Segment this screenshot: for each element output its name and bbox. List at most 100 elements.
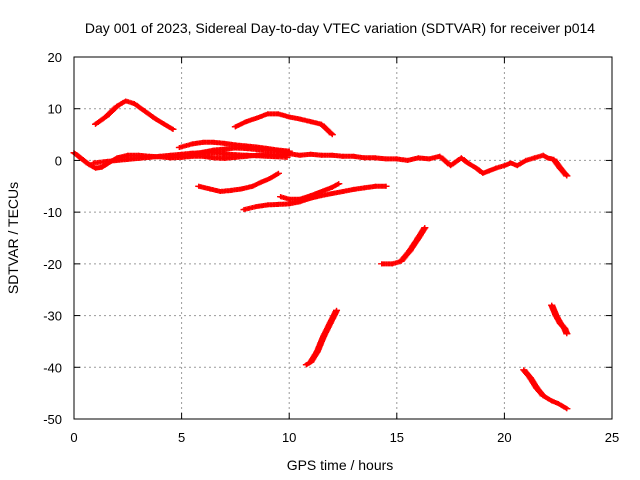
data-point [285, 114, 293, 120]
data-point [339, 188, 347, 194]
data-point [526, 375, 534, 381]
series-arc-12 [520, 367, 571, 412]
data-point [548, 398, 556, 404]
data-point [552, 313, 560, 319]
data-point [188, 151, 196, 157]
data-point [231, 145, 239, 151]
data-point [479, 170, 487, 176]
data-point [531, 155, 539, 161]
y-tick-label: -50 [43, 412, 62, 427]
data-point [421, 225, 429, 231]
x-tick-label: 15 [390, 430, 404, 445]
data-point [253, 115, 261, 121]
data-point [507, 160, 515, 166]
data-point [326, 320, 334, 326]
data-point [328, 191, 336, 197]
data-point [124, 156, 132, 162]
data-point [221, 155, 229, 161]
data-point [543, 155, 551, 161]
data-point [122, 98, 130, 104]
y-tick-label: 10 [48, 102, 62, 117]
chart-title: Day 001 of 2023, Sidereal Day-to-day VTE… [85, 20, 595, 36]
data-point [472, 165, 480, 171]
data-point [102, 113, 110, 119]
data-point [513, 163, 521, 169]
data-point [89, 160, 97, 166]
data-point [113, 157, 121, 163]
data-point [210, 147, 218, 153]
data-point [333, 307, 341, 313]
data-point [199, 139, 207, 145]
data-point [253, 147, 261, 153]
data-point [500, 163, 508, 169]
data-point [242, 146, 250, 152]
data-point [76, 155, 84, 161]
data-point [257, 179, 265, 185]
axis-ticks: 0 5 10 15 20 25 -50 -40 -30 -20 -10 0 10 20 [43, 50, 619, 445]
data-point [92, 121, 100, 127]
data-point [393, 156, 401, 162]
y-tick-label: -10 [43, 205, 62, 220]
data-point [277, 194, 285, 200]
data-point [563, 406, 571, 412]
data-point [296, 116, 304, 122]
data-point [382, 156, 390, 162]
data-point [397, 258, 405, 264]
data-point [414, 155, 422, 161]
data-point [253, 153, 261, 159]
data-point [328, 152, 336, 158]
data-point [296, 196, 304, 202]
data-point [216, 188, 224, 194]
x-axis-label: GPS time / hours [287, 457, 394, 473]
data-point [242, 152, 250, 158]
y-tick-label: -40 [43, 360, 62, 375]
data-point [563, 173, 571, 179]
data-point [283, 154, 291, 160]
data-point [210, 139, 218, 145]
data-point [175, 145, 183, 150]
data-point [539, 393, 547, 399]
data-point [264, 202, 272, 208]
data-point [160, 121, 168, 127]
data-point [274, 201, 282, 207]
data-point [113, 103, 121, 109]
data-point [221, 151, 229, 157]
data-point [249, 183, 257, 189]
data-point [206, 186, 214, 192]
y-tick-label: -30 [43, 309, 62, 324]
data-point [296, 152, 304, 158]
data-point [339, 153, 347, 159]
data-point [317, 152, 325, 158]
data-point [317, 121, 325, 127]
data-point [436, 153, 444, 159]
data-point [152, 116, 160, 122]
data-point [135, 155, 143, 161]
data-point [231, 124, 239, 130]
y-tick-label: 0 [55, 153, 62, 168]
data-point [328, 184, 336, 190]
data-point [102, 158, 110, 164]
data-point [178, 151, 186, 157]
series-arc-11 [378, 225, 429, 267]
data-point [266, 176, 274, 182]
data-point [539, 152, 547, 158]
data-point [425, 156, 433, 162]
data-point [550, 156, 558, 162]
x-tick-label: 0 [70, 430, 77, 445]
data-point [240, 207, 248, 213]
data-point [85, 162, 93, 168]
data-point [313, 349, 321, 355]
data-point [264, 147, 272, 153]
data-point [188, 141, 196, 147]
data-point [554, 400, 562, 406]
data-point [548, 302, 556, 308]
data-point [199, 149, 207, 155]
data-point [335, 181, 343, 187]
data-point [485, 168, 493, 174]
data-point [361, 155, 369, 161]
data-point [130, 101, 138, 107]
series-arc-03 [70, 150, 571, 179]
data-point [492, 165, 500, 171]
data-point [378, 261, 386, 267]
